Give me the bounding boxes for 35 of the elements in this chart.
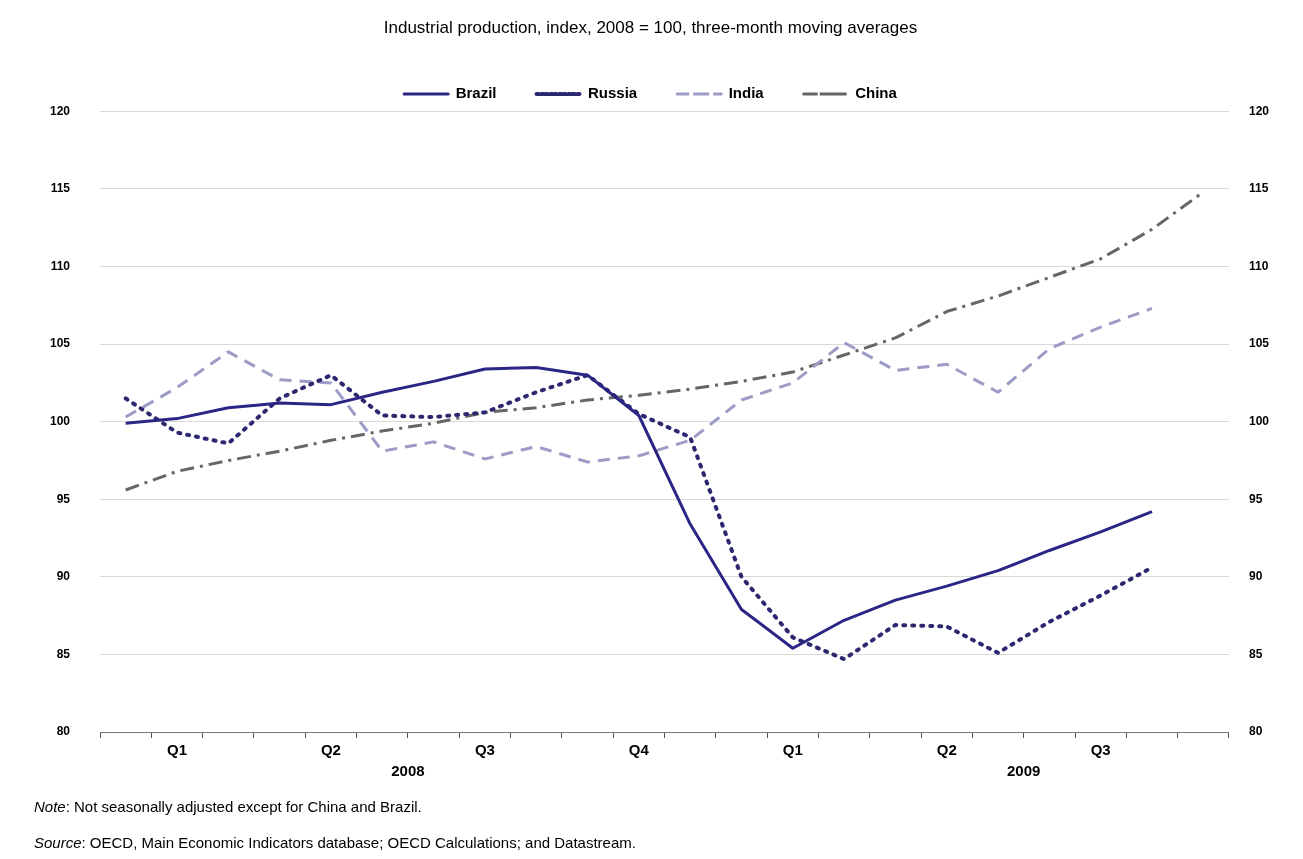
y-tick-label: 120 xyxy=(49,103,71,118)
chart-title: Industrial production, index, 2008 = 100, three-month moving averages xyxy=(383,17,918,37)
y-tick-label: 95 xyxy=(56,491,71,506)
y-tick-label: 105 xyxy=(49,336,71,351)
y2-tick-label: 100 xyxy=(1248,414,1270,429)
text: 2009 xyxy=(1007,761,1041,779)
y-tick-label: 110 xyxy=(50,258,71,273)
y2-tick-label: 85 xyxy=(1248,646,1263,661)
x-tick-label: Q4 xyxy=(628,741,650,759)
y2-tick-label: 115 xyxy=(1248,181,1269,196)
x-tick-label: Q2 xyxy=(936,741,957,759)
y2-tick-label: 110 xyxy=(1248,258,1269,273)
y-tick-label: 100 xyxy=(49,414,71,429)
x-tick-label: Q2 xyxy=(320,741,341,759)
line-series xyxy=(124,306,1154,464)
y2-tick-label: 80 xyxy=(1248,724,1263,739)
y-tick-label: 85 xyxy=(56,646,71,661)
text: Note: Not seasonally adjusted except for China and Brazil. xyxy=(34,797,422,815)
x-tick-label: Q3 xyxy=(474,741,495,759)
y-tick-label: 90 xyxy=(56,569,71,584)
x-tick-label: Q1 xyxy=(166,741,187,759)
text: 2008 xyxy=(391,761,425,779)
y2-tick-label: 105 xyxy=(1248,336,1270,351)
y2-tick-label: 120 xyxy=(1248,103,1270,118)
y2-tick-label: 95 xyxy=(1248,491,1263,506)
source-note: Source: OECD, Main Economic Indicators database; OECD Calculations; and Datastream. xyxy=(34,833,636,851)
y-tick-label: 115 xyxy=(50,181,71,196)
legend-label: Russia xyxy=(587,84,638,102)
legend-label: Brazil xyxy=(455,84,497,102)
legend-label: China xyxy=(855,84,898,102)
x-tick-label: Q3 xyxy=(1090,741,1111,759)
x-tick-label: Q1 xyxy=(782,741,803,759)
y-tick-label: 80 xyxy=(56,724,71,739)
y2-tick-label: 90 xyxy=(1248,569,1263,584)
legend-label: India xyxy=(728,84,765,102)
